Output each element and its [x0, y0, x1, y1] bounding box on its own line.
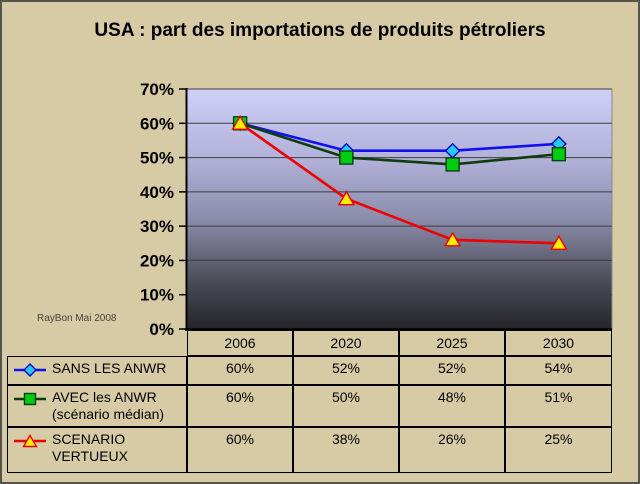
table-value: 60% — [187, 356, 293, 385]
svg-text:50%: 50% — [140, 149, 174, 168]
table-value: 50% — [293, 385, 399, 427]
table-corner-blank — [7, 330, 187, 356]
legend-label: SCENARIO VERTUEUX — [52, 431, 128, 464]
yellow-triangle-series-icon — [14, 434, 46, 448]
legend-item-avec-anwr: AVEC les ANWR (scénario médian) — [7, 385, 187, 427]
legend-item-scenario-vertueux: SCENARIO VERTUEUX — [7, 427, 187, 473]
table-value: 52% — [293, 356, 399, 385]
legend-label: SANS LES ANWR — [52, 360, 167, 376]
table-value: 38% — [293, 427, 399, 473]
table-value: 54% — [505, 356, 612, 385]
data-table: 2006 2020 2025 2030 SANS LES ANWR 60% 52… — [7, 330, 612, 473]
x-axis-label-2020: 2020 — [293, 330, 399, 356]
table-value: 60% — [187, 385, 293, 427]
svg-text:40%: 40% — [140, 183, 174, 202]
author-annotation: RayBon Mai 2008 — [37, 313, 117, 324]
svg-text:60%: 60% — [140, 114, 174, 133]
table-value: 51% — [505, 385, 612, 427]
table-value: 60% — [187, 427, 293, 473]
blue-diamond-series-icon — [14, 363, 46, 377]
chart-title: USA : part des importations de produits … — [94, 20, 546, 41]
x-axis-label-2025: 2025 — [399, 330, 505, 356]
table-value: 52% — [399, 356, 505, 385]
svg-text:70%: 70% — [140, 80, 174, 99]
green-square-series-icon — [14, 392, 46, 406]
table-value: 26% — [399, 427, 505, 473]
svg-text:10%: 10% — [140, 286, 174, 305]
svg-text:20%: 20% — [140, 251, 174, 270]
svg-text:0%: 0% — [149, 320, 174, 339]
x-axis-label-2030: 2030 — [505, 330, 612, 356]
legend-item-sans-anwr: SANS LES ANWR — [7, 356, 187, 385]
table-value: 25% — [505, 427, 612, 473]
table-value: 48% — [399, 385, 505, 427]
svg-text:30%: 30% — [140, 217, 174, 236]
legend-label: AVEC les ANWR (scénario médian) — [52, 389, 165, 422]
x-axis-label-2006: 2006 — [187, 330, 293, 356]
